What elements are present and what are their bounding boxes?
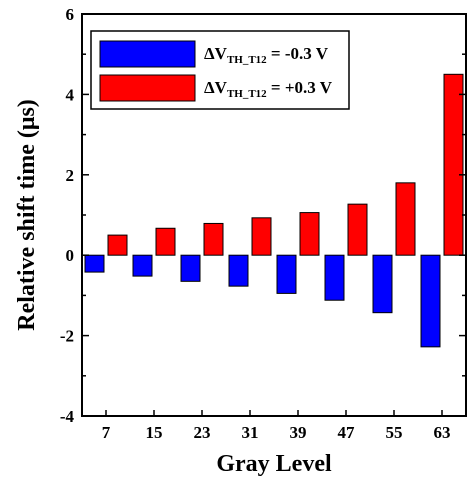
x-tick-label: 47: [338, 423, 356, 442]
legend-label-series-1: ΔVTH_T12 = -0.3 V: [204, 44, 329, 66]
x-tick-label: 31: [242, 423, 259, 442]
legend-label-value: = -0.3 V: [267, 44, 329, 63]
legend-swatch-series-2: [99, 74, 196, 102]
x-axis: 7 15 23 31 39 47 55 63: [102, 410, 451, 442]
bar-series-2-39: [299, 212, 320, 256]
legend-label-subscript: TH_T12: [227, 54, 267, 66]
legend-label-series-2: ΔVTH_T12 = +0.3 V: [204, 78, 333, 100]
bar-series-1-63: [420, 254, 441, 348]
bar-series-2-55: [395, 182, 416, 256]
legend-swatch-series-1: [99, 40, 196, 68]
bar-series-1-7: [84, 254, 105, 273]
x-tick-label: 7: [102, 423, 111, 442]
y-tick-label: -4: [60, 407, 75, 426]
bars-group: [84, 73, 464, 348]
y-axis-title: Relative shift time (μs): [14, 99, 40, 331]
x-tick-label: 39: [290, 423, 307, 442]
y-tick-label: 4: [66, 85, 75, 104]
bar-series-1-23: [180, 254, 201, 282]
bar-series-1-31: [228, 254, 249, 287]
bar-series-1-39: [276, 254, 297, 294]
x-tick-label: 55: [386, 423, 403, 442]
x-tick-label: 63: [434, 423, 451, 442]
bar-series-2-47: [347, 203, 368, 256]
y-tick-label: 6: [66, 5, 75, 24]
bar-series-2-7: [107, 234, 128, 256]
x-tick-label: 15: [146, 423, 163, 442]
legend-label-main: ΔV: [204, 44, 228, 63]
bar-series-1-47: [324, 254, 345, 301]
legend-label-value: = +0.3 V: [267, 78, 333, 97]
y-tick-label: 2: [66, 166, 75, 185]
legend-label-main: ΔV: [204, 78, 228, 97]
bar-series-2-63: [443, 73, 464, 256]
legend-label-subscript: TH_T12: [227, 88, 267, 100]
x-tick-label: 23: [194, 423, 211, 442]
x-axis-title: Gray Level: [216, 451, 332, 477]
bar-series-2-23: [203, 222, 224, 256]
y-axis: -4 -2 0 2 4 6: [60, 5, 466, 426]
y-tick-label: 0: [66, 246, 75, 265]
bar-series-2-31: [251, 217, 272, 256]
bar-series-1-15: [132, 254, 153, 277]
bar-series-1-55: [372, 254, 393, 314]
bar-series-2-15: [155, 227, 176, 256]
y-tick-label: -2: [60, 327, 74, 346]
